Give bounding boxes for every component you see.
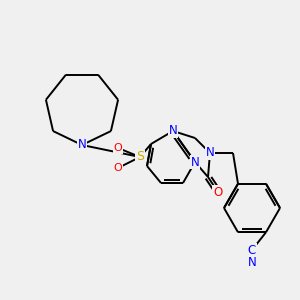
Text: N: N <box>190 155 200 169</box>
Text: N: N <box>248 256 256 268</box>
Text: N: N <box>206 146 214 160</box>
Text: O: O <box>114 163 122 173</box>
Text: O: O <box>114 143 122 153</box>
Text: N: N <box>78 139 86 152</box>
Text: N: N <box>169 124 177 137</box>
Text: S: S <box>136 151 144 164</box>
Text: C: C <box>248 244 256 256</box>
Text: O: O <box>213 185 223 199</box>
